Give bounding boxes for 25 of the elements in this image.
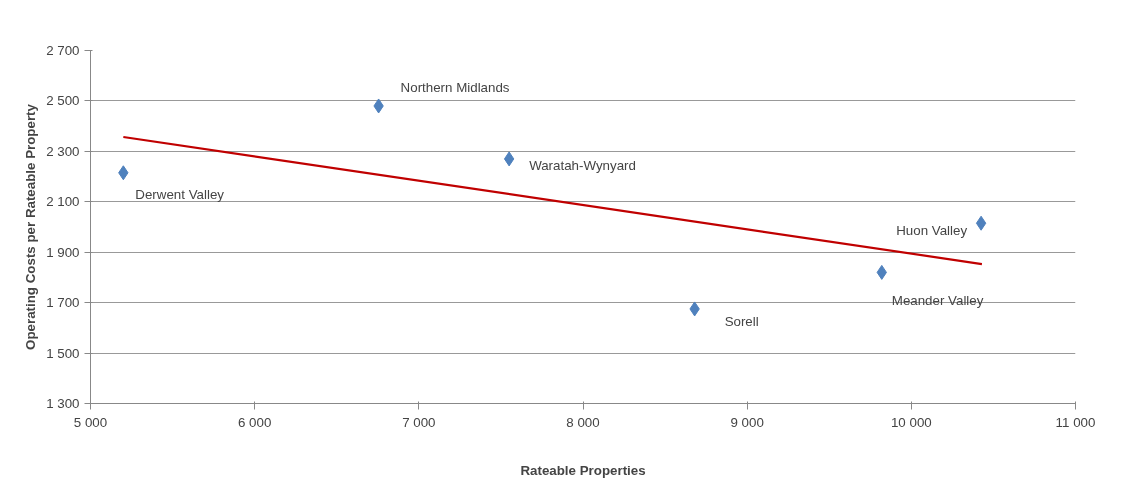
y-tick-label: 1 500	[46, 345, 80, 361]
annotation: Derwent Valley	[135, 187, 225, 203]
annotation: Waratah-Wynyard	[529, 158, 636, 174]
y-tick-label: 2 100	[46, 194, 80, 210]
y-tick-label: 1 900	[46, 244, 80, 260]
x-axis-title: Rateable Properties	[520, 462, 646, 478]
x-tick-label: 11 000	[1055, 414, 1096, 430]
x-tick-label: 9 000	[730, 414, 764, 430]
x-tick-label: 8 000	[566, 414, 600, 430]
point	[503, 151, 515, 167]
point	[975, 215, 987, 231]
x-tick-label: 10 000	[890, 414, 932, 430]
x-tick-label: 6 000	[237, 414, 272, 430]
x-tick-label: 5 000	[73, 414, 108, 430]
y-tick-label: 1 700	[46, 295, 80, 311]
y-tick-label: 1 300	[46, 396, 80, 411]
y-tick-label: 2 700	[46, 43, 80, 58]
annotation: Meander Valley	[891, 292, 984, 308]
annotation: Huon Valley	[896, 222, 968, 238]
y-axis-title: Operating Costs per Rateable Property	[23, 103, 39, 350]
annotation: Sorell	[724, 314, 759, 330]
x-tick-label: 7 000	[402, 414, 436, 430]
y-tick-label: 2 500	[46, 93, 80, 109]
annotation: Northern Midlands	[400, 80, 510, 96]
y-tick-label: 2 300	[46, 143, 80, 159]
